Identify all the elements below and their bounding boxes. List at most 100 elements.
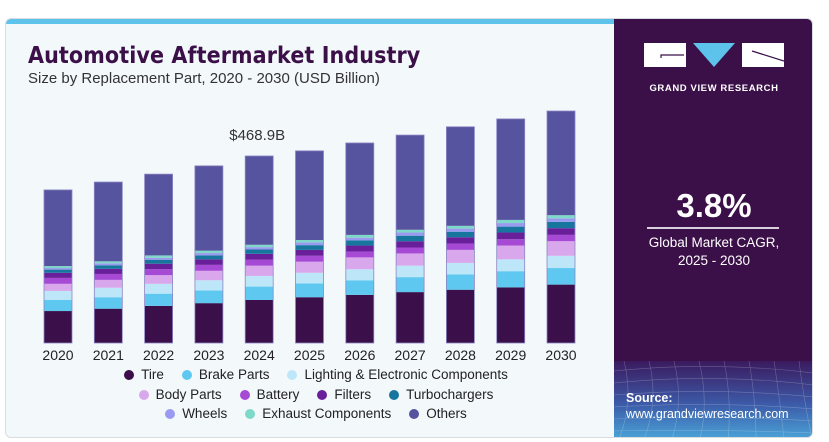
legend-label: Tire: [141, 367, 164, 382]
bar-segment-lighting-electronic-components-2024: [245, 275, 274, 287]
bar-segment-exhaust-components-2025: [295, 240, 324, 243]
bar-segment-brake-parts-2027: [396, 277, 425, 293]
legend-dot-icon: [245, 409, 256, 419]
stacked-bar-chart: 2020 2021 2022 2023 2024 $468.9B 2025 2026 2027 2…: [42, 110, 577, 363]
bar-segment-body-parts-2026: [345, 257, 374, 270]
bar-segment-others-2025: [295, 150, 324, 241]
source-link[interactable]: www.grandviewresearch.com: [626, 407, 789, 421]
bar-segment-lighting-electronic-components-2020: [44, 290, 72, 300]
legend-dot-icon: [389, 389, 400, 400]
legend-item-battery[interactable]: Battery: [239, 385, 300, 405]
bar-segment-exhaust-components-2022: [144, 255, 173, 258]
legend-item-turbochargers[interactable]: Turbochargers: [389, 385, 493, 405]
legend-item-body-parts[interactable]: Body Parts: [138, 385, 222, 405]
legend-label: Battery: [256, 386, 300, 402]
legend-row-2: Body Parts Battery Filters Turbochargers: [46, 385, 586, 405]
bar-segment-turbochargers-2020: [44, 269, 72, 273]
cagr-divider: [647, 227, 779, 229]
bar-segment-others-2028: [446, 126, 475, 226]
source-box: Source: www.grandviewresearch.com: [614, 361, 812, 437]
legend-item-filters[interactable]: Filters: [317, 385, 371, 405]
accent-bar: [6, 19, 614, 24]
legend-label: Exhaust Components: [262, 406, 392, 421]
bar-segment-battery-2022: [144, 269, 173, 276]
legend-item-wheels[interactable]: Wheels: [165, 404, 227, 424]
bar-stack-2021: [93, 181, 123, 344]
bar-segment-battery-2025: [295, 255, 324, 262]
bar-segment-others-2024: [245, 155, 274, 245]
bar-segment-turbochargers-2027: [396, 235, 425, 242]
bar-segment-exhaust-components-2029: [496, 219, 525, 224]
bar-stack-2028: [445, 126, 475, 344]
legend-item-lighting-electronic-components[interactable]: Lighting & Electronic Components: [287, 365, 508, 385]
bar-segment-tire-2028: [446, 289, 475, 343]
x-tick-label-2023: 2023: [193, 347, 224, 363]
bar-segment-wheels-2020: [44, 268, 72, 270]
grid-pattern-icon: [614, 361, 812, 437]
legend-dot-icon: [165, 409, 176, 419]
bar-segment-tire-2027: [396, 292, 425, 343]
bar-segment-exhaust-components-2021: [94, 261, 123, 264]
bar-segment-tire-2021: [94, 308, 123, 343]
legend-label: Others: [426, 406, 467, 421]
bar-segment-body-parts-2025: [295, 261, 324, 273]
bar-segment-wheels-2026: [345, 237, 374, 241]
bar-stack-2020: [43, 189, 73, 344]
bar-segment-others-2023: [194, 165, 223, 251]
bar-segment-battery-2029: [496, 239, 525, 246]
brand-name: GRAND VIEW RESEARCH: [649, 83, 779, 94]
x-tick-label-2022: 2022: [143, 347, 174, 363]
bar-segment-brake-parts-2029: [496, 271, 525, 288]
bar-segment-lighting-electronic-components-2029: [496, 259, 525, 272]
legend-item-brake-parts[interactable]: Brake Parts: [181, 365, 269, 385]
bar-stack-2024: [244, 155, 274, 344]
cagr-value: 3.8%: [676, 187, 752, 224]
bar-outline-2027: [395, 134, 425, 344]
legend-item-others[interactable]: Others: [409, 404, 467, 424]
bar-segment-wheels-2024: [245, 247, 274, 250]
bar-segment-lighting-electronic-components-2023: [194, 280, 223, 291]
bar-segment-battery-2027: [396, 247, 425, 254]
bar-segment-battery-2023: [194, 264, 223, 271]
bar-segment-wheels-2021: [94, 263, 123, 266]
bar-segment-body-parts-2029: [496, 245, 525, 260]
bar-segment-brake-parts-2023: [194, 290, 223, 304]
bar-outline-2028: [445, 126, 475, 344]
bar-segment-body-parts-2023: [194, 270, 223, 281]
bar-segment-battery-2020: [44, 277, 72, 284]
bar-segment-turbochargers-2025: [295, 245, 324, 250]
x-tick-label-2024: 2024: [244, 347, 275, 363]
legend-dot-icon: [317, 389, 328, 400]
legend-item-tire[interactable]: Tire: [124, 365, 164, 385]
bar-segment-lighting-electronic-components-2026: [345, 269, 374, 281]
bar-segment-brake-parts-2020: [44, 299, 72, 312]
bar-segment-turbochargers-2022: [144, 259, 173, 264]
bar-outline-2030: [546, 110, 576, 344]
bar-segment-tire-2029: [496, 287, 525, 343]
legend-dot-icon: [138, 389, 149, 400]
bar-segment-body-parts-2027: [396, 253, 425, 266]
bar-segment-body-parts-2030: [547, 241, 575, 256]
bar-segment-exhaust-components-2027: [396, 229, 425, 233]
bar-segment-others-2027: [396, 135, 425, 230]
bar-segment-others-2021: [94, 182, 123, 262]
x-tick-label-2029: 2029: [495, 347, 526, 363]
legend-item-exhaust-components[interactable]: Exhaust Components: [245, 404, 391, 424]
legend-dot-icon: [239, 389, 250, 400]
bar-segment-tire-2024: [245, 299, 274, 343]
bar-segment-filters-2021: [94, 268, 123, 274]
legend-label: Body Parts: [155, 386, 222, 402]
bar-segment-body-parts-2024: [245, 265, 274, 276]
bar-stack-2027: [395, 134, 425, 344]
bar-segment-filters-2028: [446, 237, 475, 244]
source-title: Source:: [626, 391, 673, 405]
data-label-2024: $468.9B: [229, 127, 285, 144]
chart-legend: Tire Brake Parts Lighting & Electronic Com…: [46, 365, 586, 424]
bar-segment-brake-parts-2028: [446, 274, 475, 290]
bar-segment-brake-parts-2024: [245, 286, 274, 300]
bar-segment-filters-2026: [345, 245, 374, 252]
bar-segment-filters-2020: [44, 272, 72, 278]
bar-segment-filters-2024: [245, 253, 274, 260]
bar-segment-filters-2025: [295, 249, 324, 256]
bar-segment-tire-2023: [194, 303, 223, 343]
